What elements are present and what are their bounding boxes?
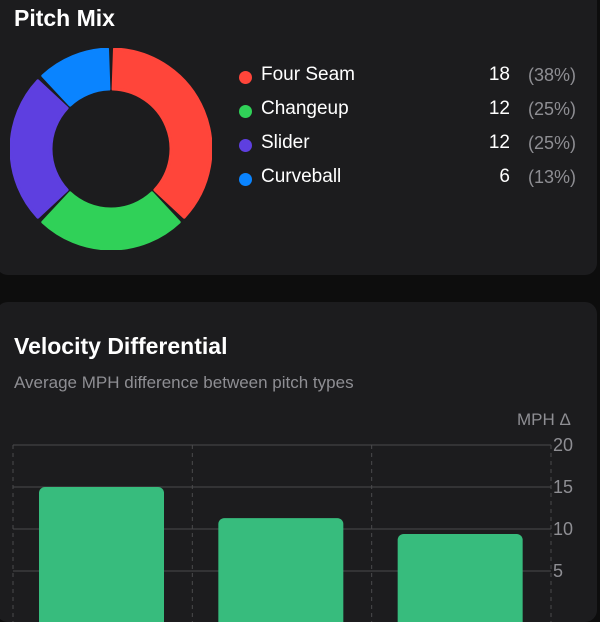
velocity-bar-1[interactable] [39,487,164,622]
y-axis-unit-label: MPH Δ [517,410,571,429]
legend-label: Slider [261,132,310,153]
legend-label: Changeup [261,98,349,119]
y-tick-10: 10 [553,519,574,539]
pitch-mix-donut-chart [10,48,212,250]
legend-item-slider[interactable]: Slider 12 (25%) [236,132,576,166]
curveball-color-dot-icon [239,173,252,186]
legend-percent: (25%) [527,99,576,119]
legend-percent: (38%) [527,65,576,85]
legend-count: 12 [488,98,510,119]
velocity-bar-chart [12,444,552,622]
donut-slice-curveball[interactable] [41,48,111,107]
velocity-subtitle: Average MPH difference between pitch typ… [14,373,354,392]
legend-label: Four Seam [261,64,355,85]
donut-slice-slider[interactable] [10,79,69,219]
changeup-color-dot-icon [239,105,252,118]
donut-slice-changeup[interactable] [41,191,181,250]
legend-count: 6 [499,166,510,187]
y-tick-20: 20 [553,435,574,455]
slider-color-dot-icon [239,139,252,152]
legend-percent: (13%) [527,167,576,187]
pitch-mix-legend: Four Seam 18 (38%) Changeup 12 (25%) Sli… [236,64,576,200]
y-tick-15: 15 [553,477,574,497]
pitch-mix-card: Pitch Mix Four Seam 18 (38%) Changeup 12… [0,0,597,275]
legend-item-curveball[interactable]: Curveball 6 (13%) [236,166,576,200]
pitch-mix-title: Pitch Mix [14,5,115,31]
legend-count: 18 [488,64,510,85]
velocity-differential-card: Velocity Differential Average MPH differ… [0,302,597,622]
legend-item-changeup[interactable]: Changeup 12 (25%) [236,98,576,132]
legend-percent: (25%) [527,133,576,153]
four-seam-color-dot-icon [239,71,252,84]
legend-count: 12 [488,132,510,153]
velocity-bar-3[interactable] [397,534,523,622]
donut-slice-four-seam[interactable] [111,48,212,219]
velocity-title: Velocity Differential [14,333,228,359]
velocity-bar-2[interactable] [218,518,344,622]
legend-label: Curveball [261,166,342,187]
legend-item-four-seam[interactable]: Four Seam 18 (38%) [236,64,576,98]
y-tick-5: 5 [553,561,564,581]
